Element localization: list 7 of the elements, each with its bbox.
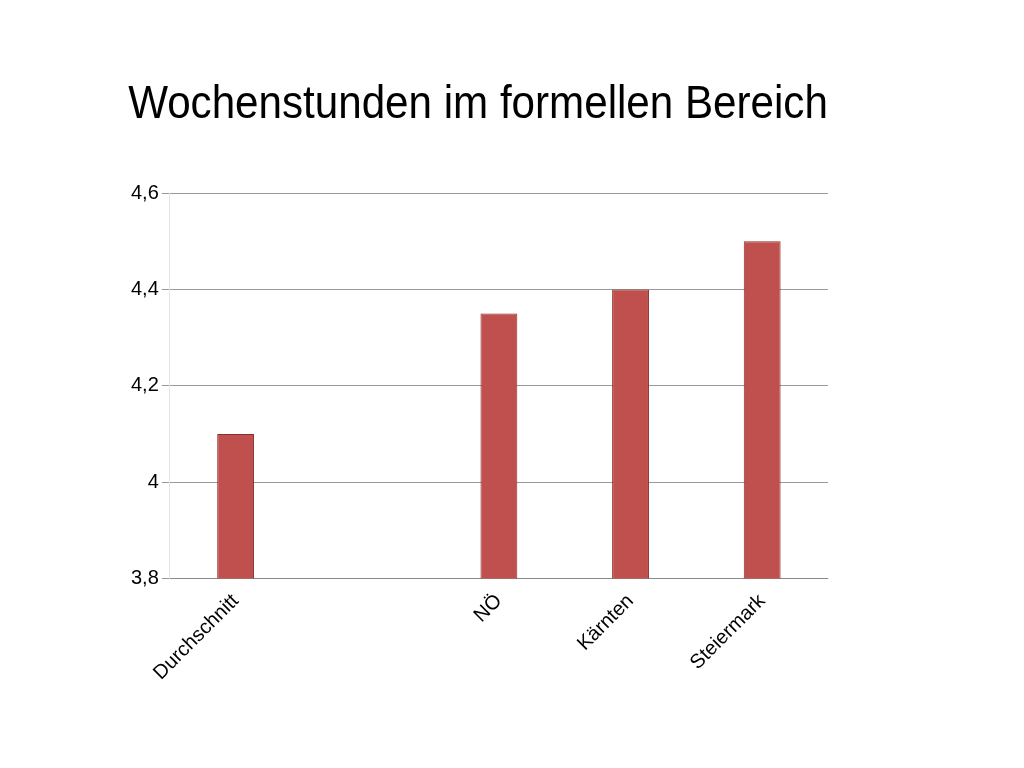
y-tick-label: 4,6 bbox=[130, 180, 159, 203]
y-tick-label: 4,2 bbox=[130, 373, 159, 396]
chart-title: Wochenstunden im formellen Bereich bbox=[128, 76, 828, 128]
y-tick-label: 3,8 bbox=[130, 565, 159, 588]
y-tick-label: 4,4 bbox=[130, 277, 159, 300]
y-tick-label: 4 bbox=[147, 469, 159, 492]
x-tick-label: NÖ bbox=[468, 589, 506, 626]
